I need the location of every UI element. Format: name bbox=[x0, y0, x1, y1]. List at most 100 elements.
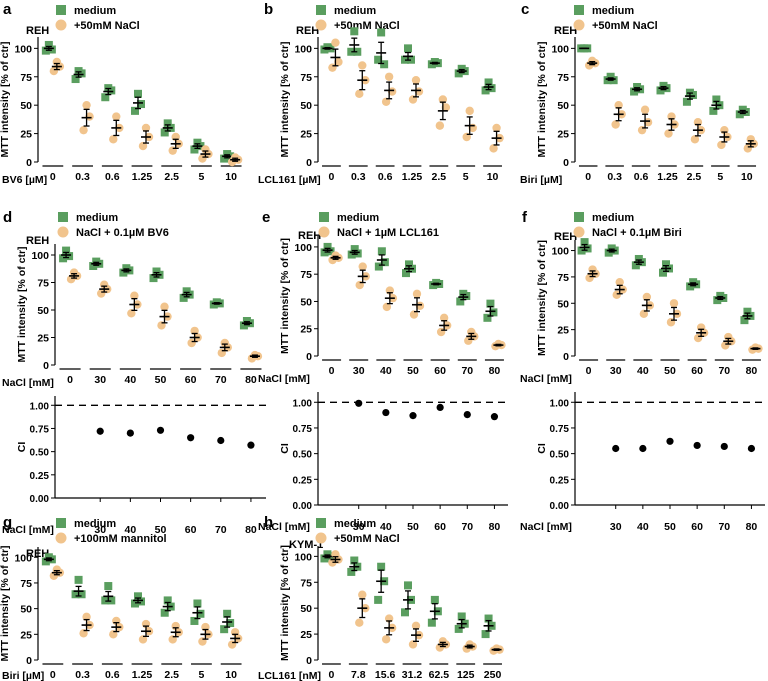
ci-y-tick-label: 0.50 bbox=[550, 450, 570, 461]
data-point-square bbox=[220, 625, 229, 634]
y-axis-label: MTT intensity [% of ctr] bbox=[0, 41, 11, 157]
ci-x-tick-label: 50 bbox=[664, 521, 676, 533]
x-axis-label: LCL161 [µM] bbox=[258, 174, 321, 186]
ci-point bbox=[693, 441, 701, 450]
legend-marker-square bbox=[56, 518, 66, 528]
panel-e: e REH medium NaCl + 1µM LCL161 0 25 50 75 100MTT… bbox=[258, 209, 508, 533]
panel-f: f REH medium NaCl + 0.1µM Biri 0 25 50 75 100MTT… bbox=[520, 209, 765, 533]
data-point-circle bbox=[141, 123, 151, 133]
data-point-circle bbox=[669, 299, 679, 308]
data-point-square bbox=[220, 154, 229, 163]
x-tick-label: 40 bbox=[125, 374, 137, 386]
ci-x-tick-label: 70 bbox=[215, 524, 227, 536]
data-point-circle bbox=[412, 289, 422, 299]
data-point-square bbox=[160, 128, 169, 137]
ci-y-axis-label: CI bbox=[279, 443, 291, 454]
ci-x-tick-label: 40 bbox=[637, 521, 649, 533]
data-point-circle bbox=[334, 57, 343, 67]
ci-point bbox=[96, 427, 104, 435]
data-point-circle bbox=[130, 291, 139, 300]
data-point-circle bbox=[690, 135, 700, 144]
data-point-circle bbox=[441, 103, 451, 112]
legend-label: NaCl + 1µM LCL161 bbox=[337, 227, 439, 239]
x-tick-label: 50 bbox=[407, 365, 419, 377]
legend-marker-circle bbox=[315, 19, 327, 31]
data-point-square bbox=[402, 269, 410, 278]
data-point-square bbox=[149, 274, 158, 283]
x-tick-label: 62.5 bbox=[429, 669, 450, 681]
legend-marker-circle bbox=[55, 19, 67, 31]
x-axis-label: Biri [µM] bbox=[2, 670, 44, 681]
data-point-square bbox=[380, 258, 389, 267]
ci-point bbox=[156, 426, 165, 434]
ci-point bbox=[217, 436, 225, 445]
series-treatment bbox=[49, 57, 243, 167]
series-treatment bbox=[66, 268, 263, 363]
panel-label: h bbox=[264, 514, 273, 531]
panel-label: d bbox=[3, 209, 12, 226]
y-tick-label: 50 bbox=[20, 604, 32, 616]
x-tick-label: 0.6 bbox=[378, 171, 393, 183]
y-tick-label: 25 bbox=[300, 129, 312, 141]
data-point-circle bbox=[640, 105, 650, 114]
x-tick-label: 40 bbox=[637, 365, 649, 377]
series-medium bbox=[320, 550, 496, 639]
data-point-circle bbox=[465, 106, 474, 116]
x-tick-label: 2.5 bbox=[687, 171, 702, 183]
data-point-circle bbox=[615, 277, 624, 287]
x-tick-label: 10 bbox=[225, 669, 237, 681]
series-medium bbox=[41, 40, 235, 163]
data-point-square bbox=[404, 44, 412, 53]
x-tick-label: 60 bbox=[691, 365, 703, 377]
x-axis-label: NaCl [mM] bbox=[520, 373, 572, 385]
ci-y-tick-label: 0.75 bbox=[30, 424, 50, 435]
legend-label: medium bbox=[76, 212, 118, 224]
data-point-square bbox=[77, 69, 86, 78]
ci-point bbox=[720, 442, 728, 451]
data-point-circle bbox=[409, 310, 419, 319]
data-point-circle bbox=[489, 144, 498, 153]
x-tick-label: 2.5 bbox=[164, 171, 179, 183]
panel-label: b bbox=[264, 1, 273, 18]
ci-x-tick-label: 50 bbox=[407, 521, 419, 533]
data-point-circle bbox=[639, 309, 649, 319]
data-point-square bbox=[101, 596, 110, 605]
data-point-square bbox=[454, 69, 463, 78]
ci-y-tick-label: 0.75 bbox=[293, 424, 313, 435]
legend-label: medium bbox=[74, 5, 116, 17]
data-point-square bbox=[226, 619, 235, 628]
panel-label: g bbox=[3, 514, 12, 531]
y-tick-label: 75 bbox=[20, 578, 32, 590]
data-point-square bbox=[709, 106, 718, 115]
y-tick-label: 75 bbox=[300, 72, 312, 84]
y-tick-label: 100 bbox=[294, 551, 312, 563]
y-tick-label: 100 bbox=[551, 246, 569, 258]
ci-point bbox=[612, 444, 620, 453]
series-treatment bbox=[49, 565, 243, 649]
y-tick-label: 100 bbox=[551, 43, 569, 55]
data-point-square bbox=[119, 268, 128, 277]
data-point-square bbox=[163, 119, 172, 128]
ci-x-axis-label: NaCl [mM] bbox=[2, 524, 54, 536]
x-tick-label: 80 bbox=[489, 365, 501, 377]
legend: medium +50mM NaCl bbox=[315, 518, 400, 545]
y-tick-label: 50 bbox=[300, 603, 312, 615]
y-tick-label: 50 bbox=[300, 100, 312, 112]
y-tick-label: 50 bbox=[557, 100, 569, 112]
legend-label: medium bbox=[334, 5, 376, 17]
data-point-square bbox=[377, 247, 386, 256]
data-point-square bbox=[656, 86, 665, 95]
x-tick-label: 0.3 bbox=[75, 669, 90, 681]
data-point-square bbox=[662, 260, 670, 269]
legend: medium +50mM NaCl bbox=[573, 5, 658, 32]
legend-marker-circle bbox=[573, 19, 585, 31]
cell-line-label: REH bbox=[26, 235, 49, 247]
data-point-square bbox=[104, 582, 113, 591]
legend-label: NaCl + 0.1µM BV6 bbox=[76, 227, 169, 239]
data-point-square bbox=[743, 307, 752, 316]
x-tick-label: 2.5 bbox=[432, 171, 447, 183]
ci-y-tick-label: 0.00 bbox=[550, 501, 570, 512]
